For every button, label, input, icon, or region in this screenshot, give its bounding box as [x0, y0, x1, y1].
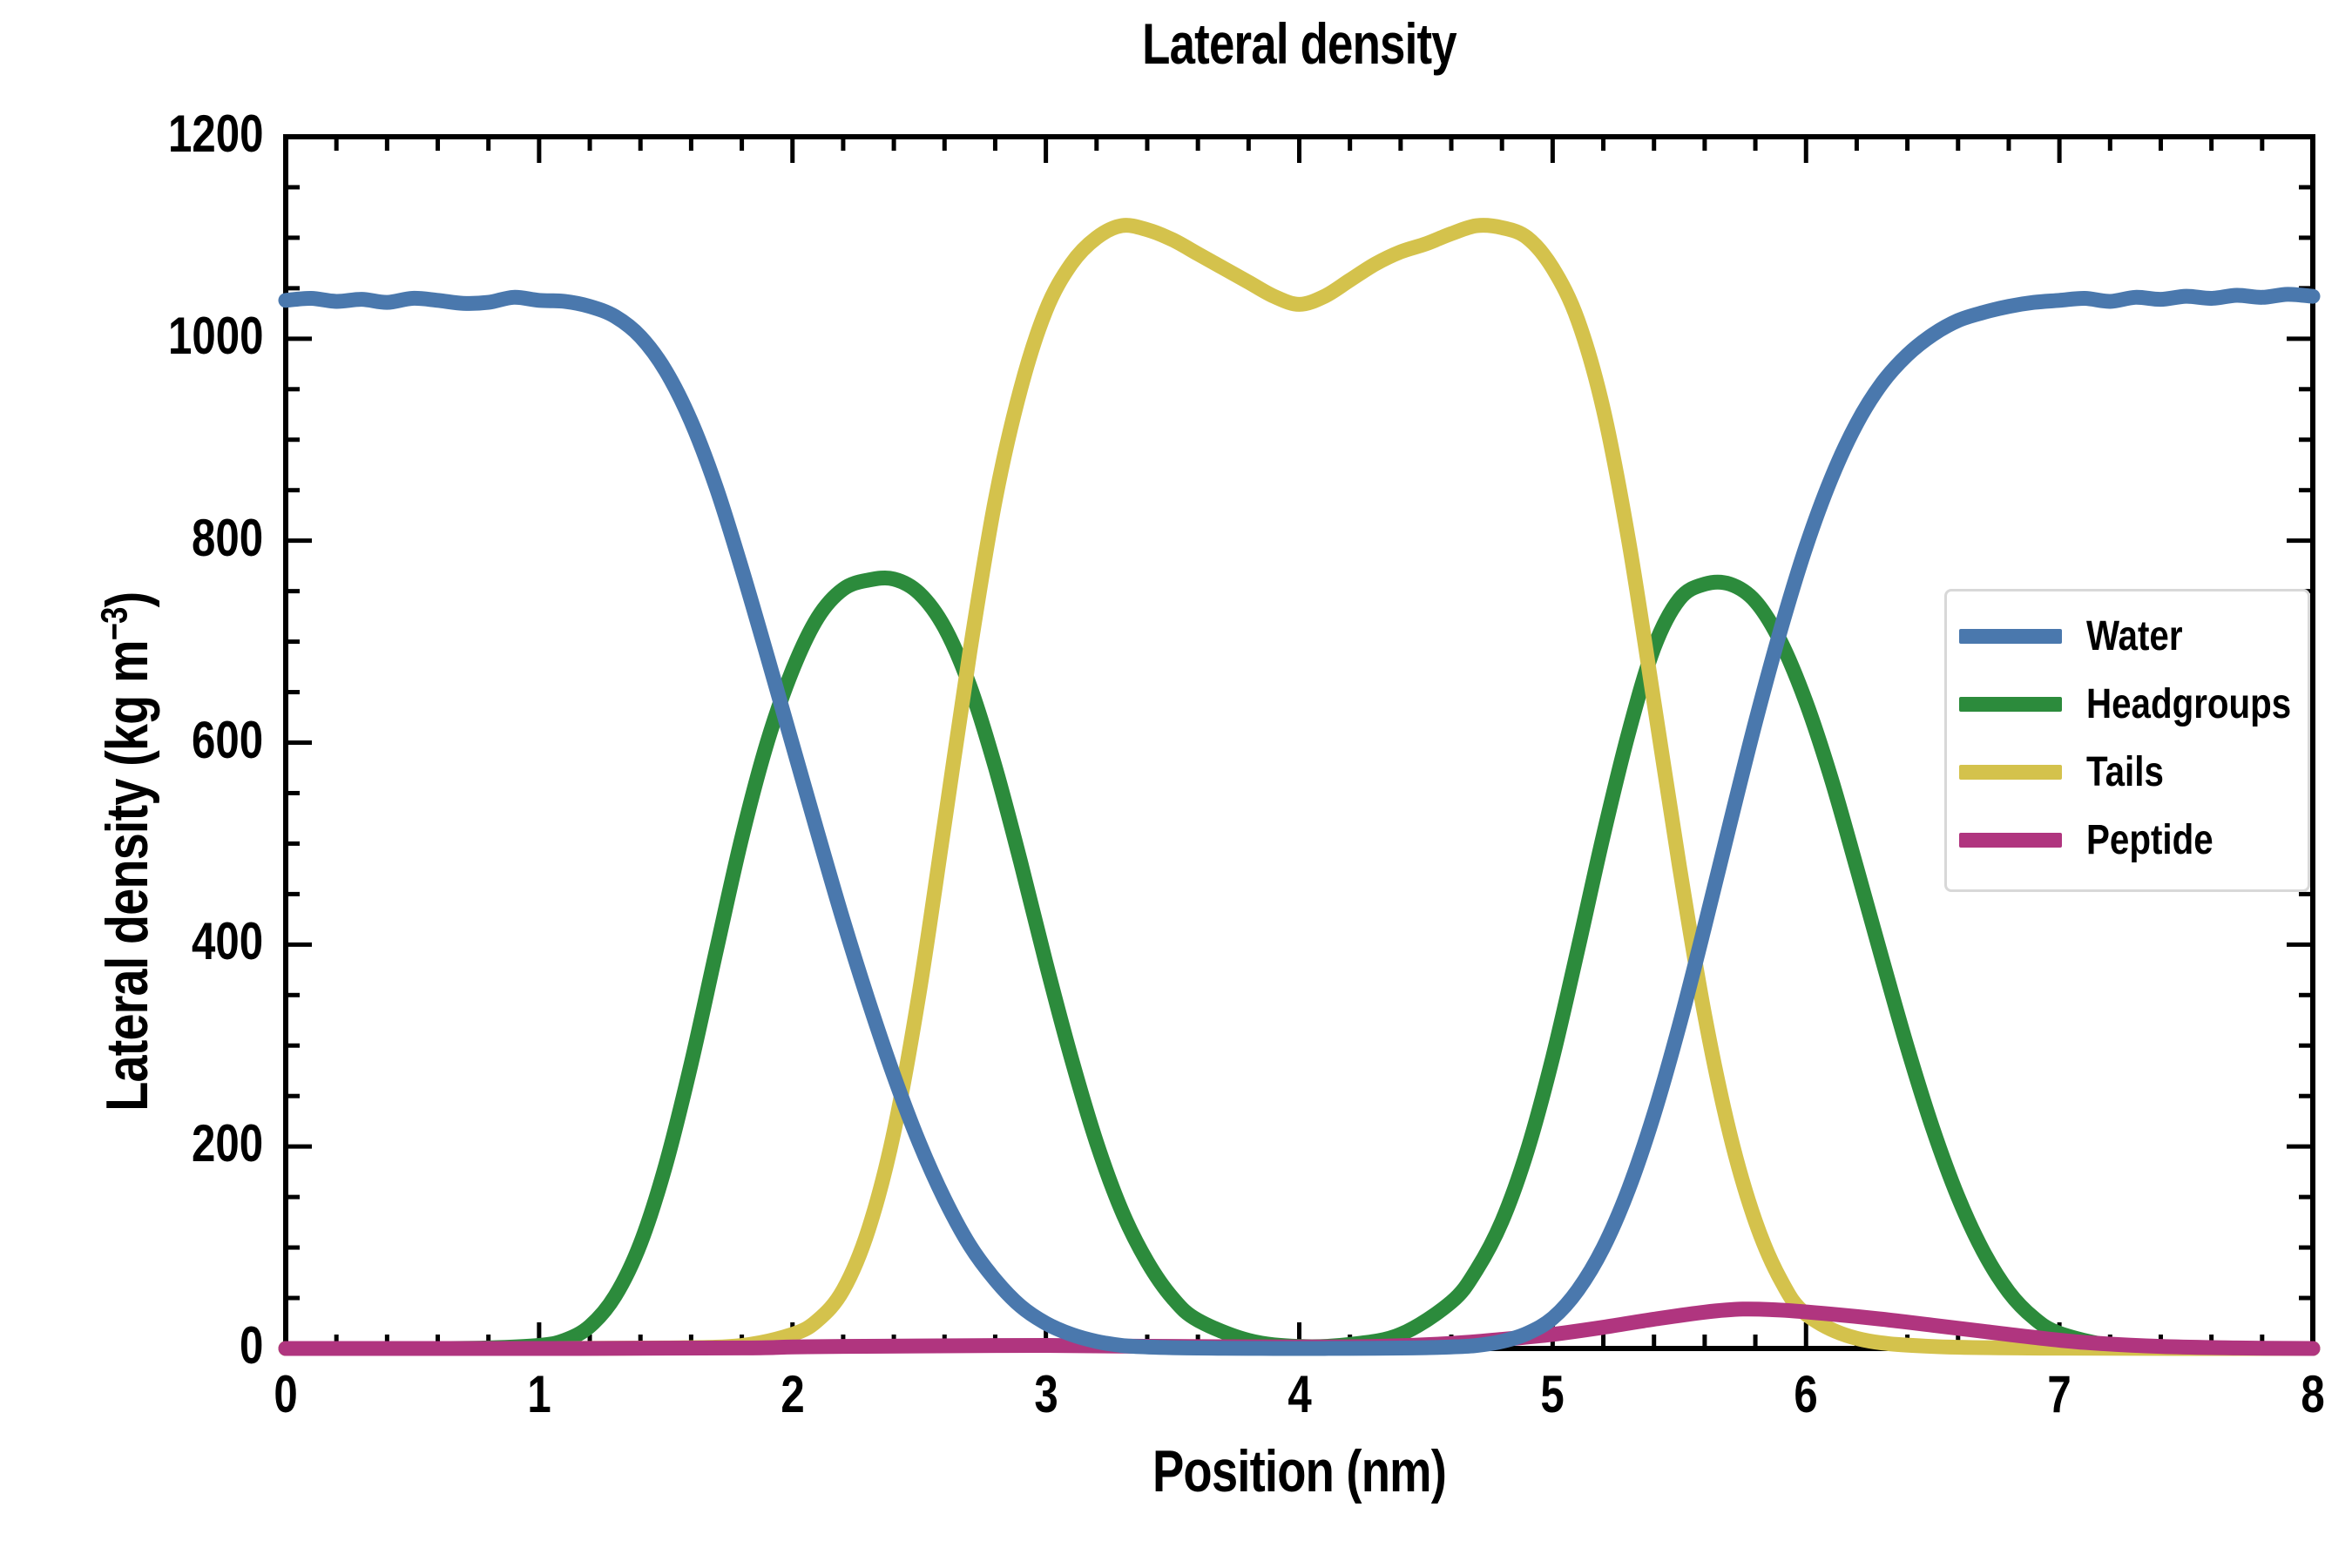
x-tick-label: 3: [1033, 1365, 1058, 1423]
x-tick-label: 7: [2047, 1365, 2072, 1423]
y-tick-label: 200: [191, 1114, 263, 1173]
legend-swatch-peptide: [1959, 832, 2062, 848]
chart-title: Lateral density: [1142, 11, 1456, 76]
legend-item-peptide[interactable]: Peptide: [1959, 809, 2299, 870]
y-tick-label: 800: [191, 508, 263, 567]
x-tick-label: 1: [527, 1365, 551, 1423]
x-tick-label: 5: [1540, 1365, 1565, 1423]
series-line-tails: [278, 218, 2321, 1356]
x-tick-label: 4: [1287, 1365, 1312, 1423]
legend: Water Headgroups Tails Peptide: [1944, 589, 2310, 892]
legend-label-water: Water: [2086, 612, 2183, 659]
legend-item-headgroups[interactable]: Headgroups: [1959, 673, 2299, 734]
y-tick-label: 400: [191, 912, 263, 971]
y-tick-label: 600: [191, 710, 263, 769]
legend-label-headgroups: Headgroups: [2086, 680, 2292, 727]
legend-item-water[interactable]: Water: [1959, 605, 2299, 666]
legend-label-peptide: Peptide: [2086, 816, 2213, 863]
series-line-water: [278, 287, 2321, 1356]
x-tick-label: 8: [2301, 1365, 2325, 1423]
legend-swatch-headgroups: [1959, 696, 2062, 712]
x-tick-label: 2: [781, 1365, 805, 1423]
x-tick-label: 0: [274, 1365, 298, 1423]
x-axis-label: Position (nm): [1152, 1438, 1447, 1504]
y-tick-label: 0: [239, 1316, 263, 1375]
y-tick-label: 1200: [167, 105, 263, 163]
legend-swatch-tails: [1959, 764, 2062, 780]
y-tick-label: 1000: [167, 306, 263, 365]
x-tick-label: 6: [1794, 1365, 1818, 1423]
legend-swatch-water: [1959, 628, 2062, 644]
legend-item-tails[interactable]: Tails: [1959, 741, 2299, 802]
legend-label-tails: Tails: [2086, 748, 2164, 795]
